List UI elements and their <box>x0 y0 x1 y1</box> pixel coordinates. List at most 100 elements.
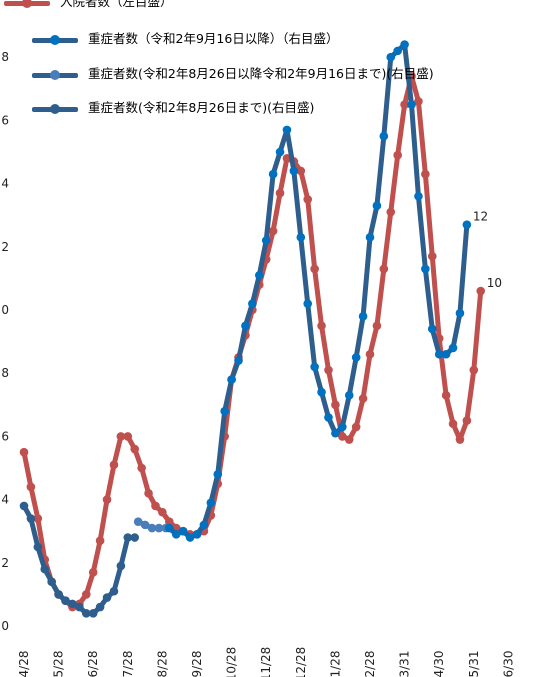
data-point <box>476 286 486 296</box>
data-point <box>372 201 382 211</box>
data-point <box>241 321 250 331</box>
y-tick-label: 0 <box>1 303 9 317</box>
data-point <box>462 416 472 425</box>
data-point <box>303 299 313 308</box>
x-tick-label: 5/28 <box>52 651 66 677</box>
data-point <box>351 422 361 432</box>
x-tick-label: 11/28 <box>259 647 273 677</box>
x-tick-label: 5/31 <box>467 651 481 677</box>
data-point <box>310 264 319 274</box>
data-point <box>88 567 98 577</box>
data-point <box>275 188 285 198</box>
series-3 <box>19 501 140 618</box>
legend-swatch-severe-0826-0916 <box>32 67 78 83</box>
data-point <box>165 517 174 527</box>
data-point <box>95 536 105 545</box>
legend-label: 重症者数（令和2年9月16日以降）（右目盛） <box>88 31 339 46</box>
data-point <box>199 520 209 530</box>
y-tick-label: 4 <box>1 493 9 507</box>
x-tick-label: 10/28 <box>225 647 239 677</box>
data-point <box>393 150 402 160</box>
x-tick-label: 7/28 <box>121 651 135 677</box>
series-layer <box>19 40 486 618</box>
legend-item-severe-before-0826: 重症者数(令和2年8月26日まで)(右目盛) <box>32 101 314 117</box>
data-point <box>324 413 333 422</box>
data-point <box>33 514 43 523</box>
data-point <box>379 264 389 274</box>
series-end-label: 12 <box>473 210 488 224</box>
data-point <box>213 470 223 479</box>
data-point <box>185 533 195 542</box>
data-point <box>68 599 77 609</box>
data-point <box>109 586 119 596</box>
data-point <box>33 542 43 552</box>
data-point <box>102 495 112 504</box>
data-point <box>421 264 430 274</box>
legend-dot <box>22 0 32 8</box>
data-point <box>147 523 157 533</box>
data-point <box>144 488 153 498</box>
legend-dot <box>50 104 60 114</box>
data-point <box>154 523 164 533</box>
data-point <box>338 422 347 432</box>
data-point <box>351 353 361 362</box>
legend-item-severe-0826-0916: 重症者数(令和2年8月26日以降令和2年9月16日まで)(右目盛) <box>32 67 448 83</box>
data-point <box>275 147 285 157</box>
data-point <box>47 577 56 587</box>
legend-swatch-hospitalized <box>4 0 50 11</box>
data-point <box>268 169 278 179</box>
series-line <box>166 42 470 541</box>
x-tick-label: 1/28 <box>328 651 342 677</box>
legend-label: 入院者数（左目盛） <box>60 0 173 9</box>
data-point <box>289 166 299 176</box>
series-end-label: 10 <box>487 276 502 290</box>
data-point <box>116 432 126 441</box>
data-point <box>469 365 479 375</box>
legend-dot <box>50 35 60 45</box>
data-point <box>421 169 430 179</box>
y-tick-label: 2 <box>1 556 9 570</box>
data-point <box>358 394 368 403</box>
legend-label: 重症者数(令和2年8月26日以降令和2年9月16日まで)(右目盛) <box>88 66 434 81</box>
data-point <box>109 460 119 470</box>
data-point <box>268 226 278 236</box>
data-point <box>448 343 458 353</box>
data-point <box>344 435 354 444</box>
data-point <box>296 233 306 242</box>
data-point <box>75 602 84 612</box>
data-point <box>372 321 382 331</box>
data-point <box>220 406 229 416</box>
data-point <box>261 236 271 245</box>
data-point <box>26 514 36 523</box>
data-point <box>455 308 465 318</box>
x-tick-label: 8/28 <box>155 651 169 677</box>
data-point <box>40 564 50 574</box>
data-point <box>248 299 257 308</box>
data-point <box>254 270 264 280</box>
legend-swatch-severe-before-0826 <box>32 101 78 117</box>
y-tick-label: 8 <box>1 366 9 380</box>
x-tick-label: 6/30 <box>501 651 515 677</box>
data-point <box>331 400 340 410</box>
data-point <box>88 609 98 618</box>
data-point <box>407 100 416 109</box>
x-tick-label: 2/28 <box>363 651 377 677</box>
data-point <box>102 593 112 602</box>
data-point <box>296 166 306 176</box>
data-point <box>171 530 181 539</box>
data-point <box>441 391 451 400</box>
data-point <box>365 233 375 242</box>
data-point <box>338 432 347 441</box>
data-point <box>19 501 29 511</box>
data-point <box>26 482 36 492</box>
series-1 <box>165 40 472 542</box>
data-point <box>344 391 354 400</box>
data-point <box>130 533 140 542</box>
y-axis-ticks: 0 2 4 6 8 0 2 4 6 8 <box>1 50 9 633</box>
data-point <box>206 498 216 508</box>
data-point <box>386 52 396 62</box>
series-2 <box>133 517 171 533</box>
x-tick-label: 4/30 <box>432 651 446 677</box>
data-point <box>158 507 167 517</box>
